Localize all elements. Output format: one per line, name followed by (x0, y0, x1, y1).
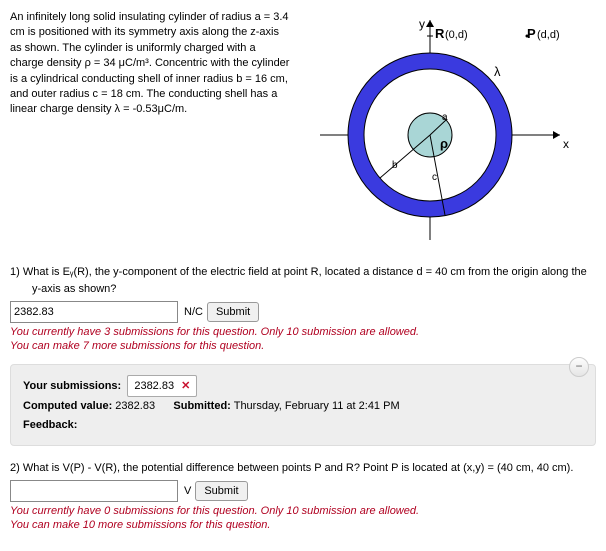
point-R-coords: (0,d) (445, 29, 468, 41)
top-section: An infinitely long solid insulating cyli… (10, 10, 596, 250)
radius-b-label: b (392, 160, 398, 171)
problem-statement: An infinitely long solid insulating cyli… (10, 10, 290, 250)
q2-submit-button[interactable]: Submit (195, 481, 247, 501)
computed-value: 2382.83 (115, 400, 155, 412)
feedback-label: Feedback: (23, 419, 77, 431)
q1-feedback: You currently have 3 submissions for thi… (10, 325, 596, 354)
question-2: 2) What is V(P) - V(R), the potential di… (10, 460, 596, 533)
q1-answer-input[interactable] (10, 301, 178, 323)
radius-a-label: a (442, 112, 448, 123)
q1-submit-button[interactable]: Submit (207, 302, 259, 322)
q2-feedback-line1: You currently have 0 submissions for thi… (10, 504, 596, 518)
lambda-label: λ (494, 64, 501, 79)
rho-label: ρ (440, 136, 448, 151)
x-axis-label: x (563, 137, 569, 151)
q1-feedback-line2: You can make 7 more submissions for this… (10, 339, 596, 353)
point-P-label: P (527, 26, 536, 41)
y-axis-label: y (419, 17, 425, 31)
wrong-icon: ✕ (181, 380, 190, 392)
submission-panel: − Your submissions: 2382.83 ✕ Computed v… (10, 364, 596, 446)
question-1: 1) What is Eᵧ(R), the y-component of the… (10, 264, 596, 354)
q1-input-row: N/C Submit (10, 301, 596, 323)
q1-prompt-line1: 1) What is Eᵧ(R), the y-component of the… (10, 264, 596, 281)
submitted-label: Submitted: (173, 400, 230, 412)
q1-unit: N/C (184, 304, 203, 321)
q1-prompt-line2: y-axis as shown? (10, 281, 596, 298)
collapse-icon[interactable]: − (569, 357, 589, 377)
submission-chip: 2382.83 ✕ (127, 375, 197, 398)
point-P-coords: (d,d) (537, 29, 560, 41)
submission-chip-value: 2382.83 (134, 380, 174, 392)
cylinder-diagram: y x R (0,d) P (d,d) λ a b c ρ (300, 10, 580, 250)
submitted-value: Thursday, February 11 at 2:41 PM (234, 400, 400, 412)
point-R-label: R (435, 26, 445, 41)
q2-feedback-line2: You can make 10 more submissions for thi… (10, 518, 596, 532)
submissions-label: Your submissions: (23, 380, 121, 392)
q2-unit: V (184, 483, 191, 500)
q2-prompt: 2) What is V(P) - V(R), the potential di… (10, 460, 596, 477)
q2-feedback: You currently have 0 submissions for thi… (10, 504, 596, 533)
computed-label: Computed value: (23, 400, 112, 412)
q2-answer-input[interactable] (10, 480, 178, 502)
q1-feedback-line1: You currently have 3 submissions for thi… (10, 325, 596, 339)
q2-input-row: V Submit (10, 480, 596, 502)
radius-c-label: c (432, 172, 437, 183)
